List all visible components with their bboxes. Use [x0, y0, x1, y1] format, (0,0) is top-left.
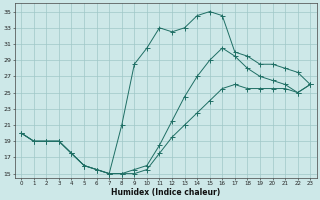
- X-axis label: Humidex (Indice chaleur): Humidex (Indice chaleur): [111, 188, 220, 197]
